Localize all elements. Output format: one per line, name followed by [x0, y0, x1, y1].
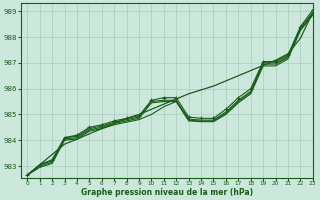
- X-axis label: Graphe pression niveau de la mer (hPa): Graphe pression niveau de la mer (hPa): [81, 188, 253, 197]
